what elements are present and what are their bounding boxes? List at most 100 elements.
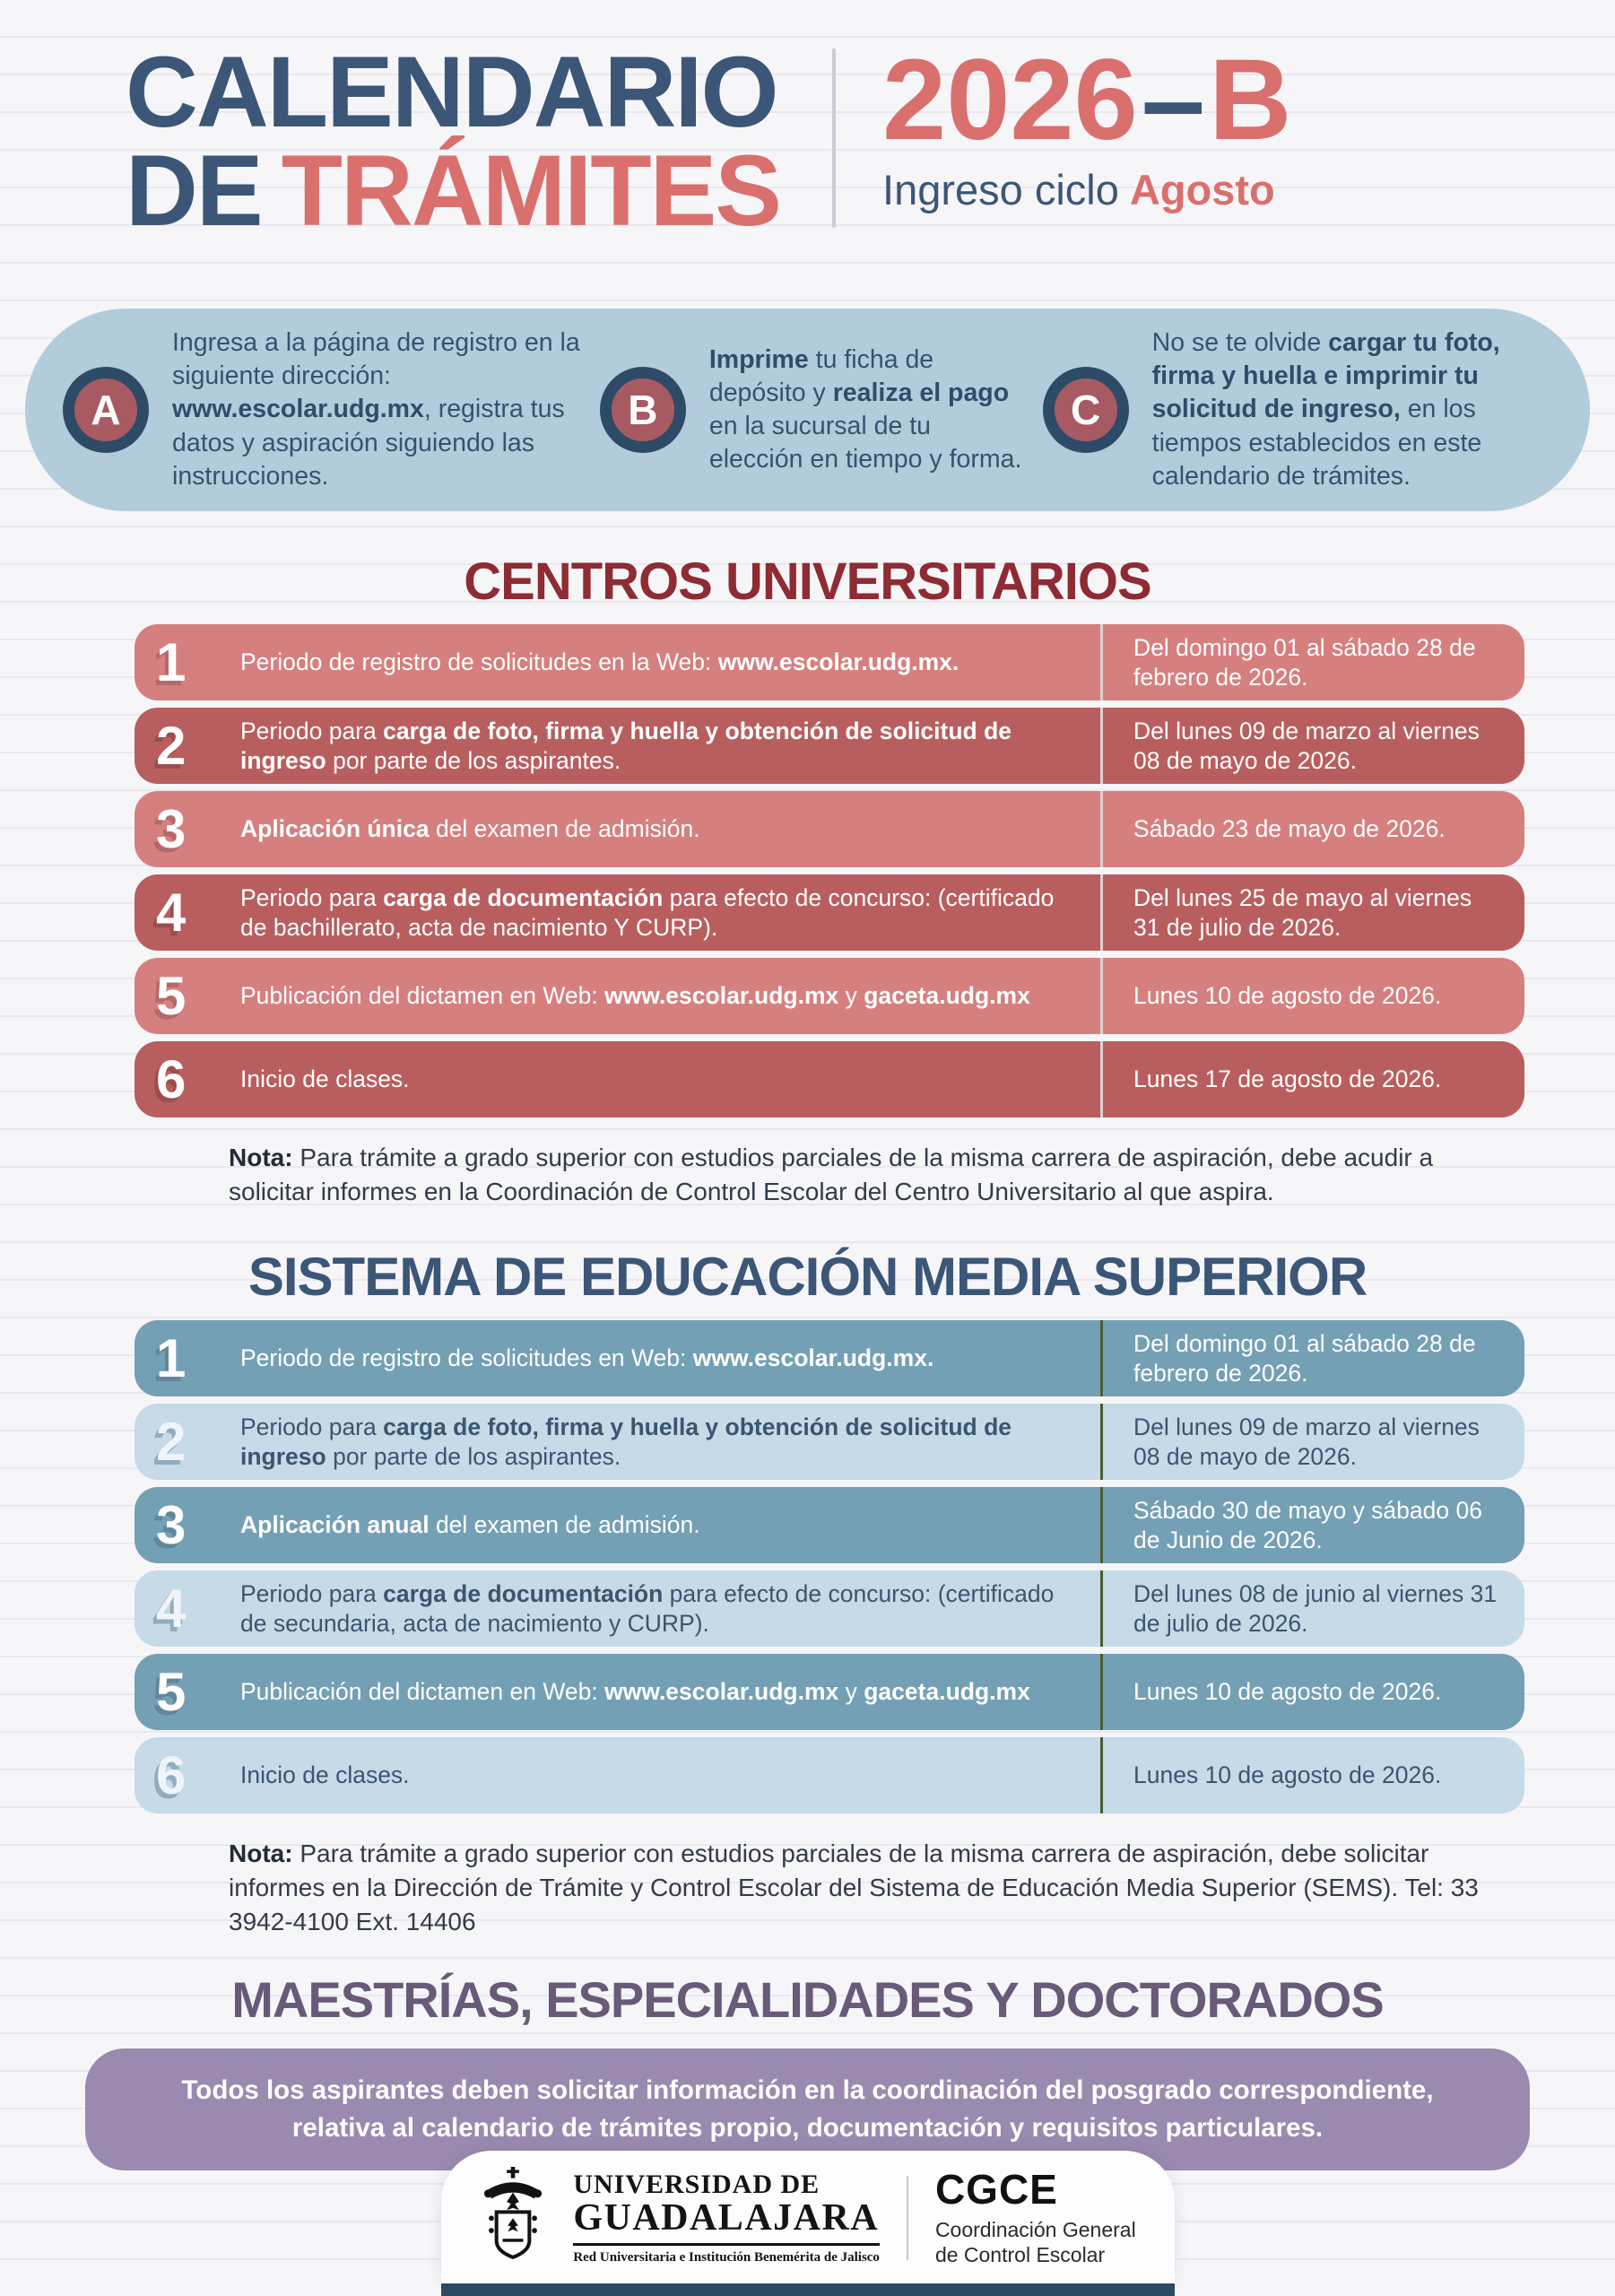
row-date: Del lunes 09 de marzo al viernes 08 de m…: [1133, 1413, 1480, 1470]
cu-row-6: 6 Inicio de clases. Lunes 17 de agosto d…: [135, 1041, 1524, 1118]
row-description: Aplicación anual del examen de admisión.: [240, 1511, 700, 1539]
step-b-badge: B: [599, 367, 686, 453]
row-number: 1: [156, 1327, 187, 1388]
footer-card: UNIVERSIDAD DE GUADALAJARA Red Universit…: [441, 2151, 1175, 2283]
row-date: Lunes 10 de agosto de 2026.: [1133, 982, 1442, 1010]
row-description: Periodo para carga de documentación para…: [240, 1580, 1055, 1637]
university-wordmark: UNIVERSIDAD DE GUADALAJARA Red Universit…: [573, 2170, 880, 2266]
row-description: Periodo para carga de foto, firma y huel…: [240, 1413, 1012, 1470]
step-c-text: No se te olvide cargar tu foto, firma y …: [1151, 328, 1500, 491]
footer-divider: [906, 2176, 908, 2260]
row-description: Aplicación única del examen de admisión.: [240, 815, 700, 843]
row-number: 3: [156, 1494, 187, 1555]
header-divider: [832, 48, 837, 228]
row-date: Del domingo 01 al sábado 28 de febrero d…: [1133, 634, 1476, 691]
row-number: 5: [156, 965, 187, 1026]
sems-table: 1 Periodo de registro de solicitudes en …: [135, 1320, 1524, 1814]
row-divider: [1100, 1570, 1103, 1648]
row-divider: [1100, 1654, 1103, 1731]
cu-row-3: 3 Aplicación única del examen de admisió…: [135, 791, 1524, 867]
row-date: Sábado 23 de mayo de 2026.: [1133, 815, 1446, 843]
row-number: 4: [156, 1578, 187, 1639]
row-divider: [1100, 874, 1103, 951]
row-divider: [1100, 1487, 1103, 1564]
row-number: 6: [156, 1048, 187, 1109]
cu-row-2: 2 Periodo para carga de foto, firma y hu…: [135, 708, 1524, 784]
cgce-block: CGCE Coordinación General de Control Esc…: [935, 2169, 1136, 2267]
header: CALENDARIO DE TRÁMITES 2026–B Ingreso cic…: [0, 0, 1615, 257]
steps-banner: A Ingresa a la página de registro en la …: [25, 309, 1590, 511]
sems-note: Nota: Para trámite a grado superior con …: [229, 1839, 1479, 1936]
title-line2: DE TRÁMITES: [126, 140, 782, 240]
row-date: Lunes 10 de agosto de 2026.: [1133, 1761, 1442, 1789]
cu-row-4: 4 Periodo para carga de documentación pa…: [135, 874, 1524, 951]
step-a: A Ingresa a la página de registro en la …: [63, 326, 600, 492]
row-number: 2: [156, 1411, 187, 1472]
title-line1: CALENDARIO: [126, 36, 779, 148]
row-number: 3: [156, 798, 187, 859]
row-description: Periodo para carga de foto, firma y huel…: [240, 718, 1012, 774]
sems-row-2: 2 Periodo para carga de foto, firma y hu…: [135, 1404, 1524, 1481]
row-description: Periodo de registro de solicitudes en We…: [240, 1344, 934, 1372]
row-description: Publicación del dictamen en Web: www.esc…: [240, 1678, 1030, 1706]
row-divider: [1100, 1737, 1103, 1814]
university-rule: [573, 2242, 880, 2246]
row-description: Periodo para carga de documentación para…: [240, 884, 1055, 941]
row-divider: [1100, 958, 1103, 1034]
sems-row-3: 3 Aplicación anual del examen de admisió…: [135, 1487, 1524, 1564]
step-c-badge: C: [1042, 366, 1129, 453]
title-line2-accent: TRÁMITES: [281, 134, 782, 247]
row-date: Lunes 10 de agosto de 2026.: [1133, 1678, 1442, 1706]
row-number: 2: [156, 715, 187, 776]
sems-row-1: 1 Periodo de registro de solicitudes en …: [135, 1320, 1524, 1397]
cgce-acronym: CGCE: [934, 2165, 1058, 2213]
cycle-subtitle-prefix: Ingreso ciclo: [882, 166, 1119, 213]
step-a-badge: A: [63, 366, 149, 453]
row-divider: [1100, 624, 1103, 700]
row-date: Del domingo 01 al sábado 28 de febrero d…: [1133, 1330, 1476, 1387]
centros-universitarios-table: 1 Periodo de registro de solicitudes en …: [135, 624, 1524, 1118]
row-number: 5: [156, 1661, 187, 1722]
cycle-code: 2026–B: [882, 43, 1291, 158]
step-b-text: Imprime tu ficha de depósito y realiza e…: [708, 344, 1022, 474]
sems-row-6: 6 Inicio de clases. Lunes 10 de agosto d…: [135, 1737, 1524, 1814]
page-title: CALENDARIO DE TRÁMITES: [126, 36, 782, 241]
row-description: Inicio de clases.: [240, 1065, 410, 1093]
section-title-posgrados: MAESTRÍAS, ESPECIALIDADES Y DOCTORADOS: [231, 1971, 1384, 2029]
cgce-name: Coordinación General de Control Escolar: [935, 2217, 1136, 2267]
row-number: 1: [156, 631, 187, 692]
cycle-year: 2026: [882, 36, 1138, 164]
sems-row-5: 5 Publicación del dictamen en Web: www.e…: [135, 1654, 1524, 1731]
cu-row-5: 5 Publicación del dictamen en Web: www.e…: [135, 958, 1524, 1034]
university-name-line1: UNIVERSIDAD DE: [573, 2170, 821, 2200]
cycle-subtitle-accent: Agosto: [1129, 166, 1275, 213]
step-a-text: Ingresa a la página de registro en la si…: [172, 328, 580, 491]
cgce-name-line2: de Control Escolar: [934, 2243, 1106, 2266]
sems-row-4: 4 Periodo para carga de documentación pa…: [135, 1570, 1524, 1648]
row-date: Lunes 17 de agosto de 2026.: [1133, 1065, 1442, 1093]
row-divider: [1100, 1404, 1103, 1481]
centros-universitarios-note: Nota: Para trámite a grado superior con …: [229, 1144, 1434, 1206]
row-date: Sábado 30 de mayo y sábado 06 de Junio d…: [1133, 1497, 1482, 1553]
cycle-block: 2026–B Ingreso ciclo Agosto: [882, 43, 1291, 214]
row-date: Del lunes 08 de junio al viernes 31 de j…: [1133, 1580, 1498, 1637]
step-b: B Imprime tu ficha de depósito y realiza…: [599, 344, 1043, 476]
row-divider: [1100, 791, 1103, 867]
cycle-letter: B: [1208, 36, 1292, 164]
section-title-sems: SISTEMA DE EDUCACIÓN MEDIA SUPERIOR: [247, 1247, 1368, 1308]
university-name-line2: GUADALAJARA: [573, 2196, 880, 2239]
university-tagline: Red Universitaria e Institución Beneméri…: [573, 2249, 880, 2265]
cycle-dash: –: [1141, 36, 1205, 164]
row-description: Publicación del dictamen en Web: www.esc…: [240, 982, 1030, 1010]
row-divider: [1100, 1041, 1103, 1118]
udg-crest-logo: [480, 2166, 546, 2270]
title-line2-prefix: DE: [126, 134, 264, 247]
row-divider: [1100, 708, 1103, 784]
cycle-subtitle: Ingreso ciclo Agosto: [882, 165, 1291, 214]
row-date: Del lunes 25 de mayo al viernes 31 de ju…: [1133, 884, 1472, 941]
row-divider: [1100, 1320, 1103, 1397]
cgce-name-line1: Coordinación General: [934, 2217, 1136, 2241]
row-number: 4: [156, 882, 187, 943]
posgrados-banner: Todos los aspirantes deben solicitar inf…: [85, 2048, 1530, 2171]
